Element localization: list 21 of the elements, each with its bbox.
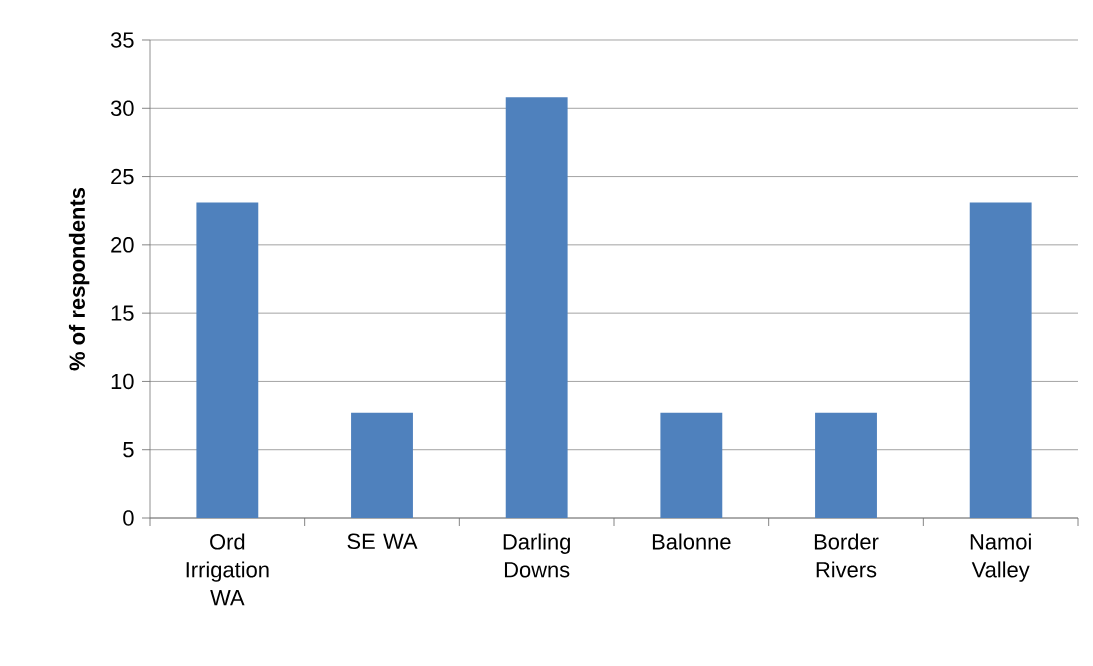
y-tick-label: 0 xyxy=(123,510,134,526)
bar xyxy=(660,412,723,518)
x-tick-label: Balonne xyxy=(652,533,731,550)
bar xyxy=(505,97,568,518)
x-tick-label: SE WA xyxy=(347,533,418,550)
x-tick-label: Ord Irrigation WA xyxy=(186,533,269,606)
y-tick-label: 35 xyxy=(110,32,134,48)
bar xyxy=(969,202,1032,518)
y-tick-label: 15 xyxy=(111,305,134,321)
bar xyxy=(815,412,877,518)
y-tick-label: 30 xyxy=(110,100,134,117)
x-tick-label: Darling Downs xyxy=(503,533,570,578)
bar xyxy=(351,412,413,518)
x-tick-label: Border Rivers xyxy=(814,533,879,578)
bar xyxy=(196,202,259,518)
x-tick-label: Namoi Valley xyxy=(970,533,1031,582)
y-tick-label: 5 xyxy=(123,442,134,458)
y-tick-label: 25 xyxy=(111,168,134,185)
y-tick-label: 20 xyxy=(111,237,134,253)
y-tick-label: 10 xyxy=(111,373,134,390)
y-axis-title: % of respondents xyxy=(68,187,90,371)
